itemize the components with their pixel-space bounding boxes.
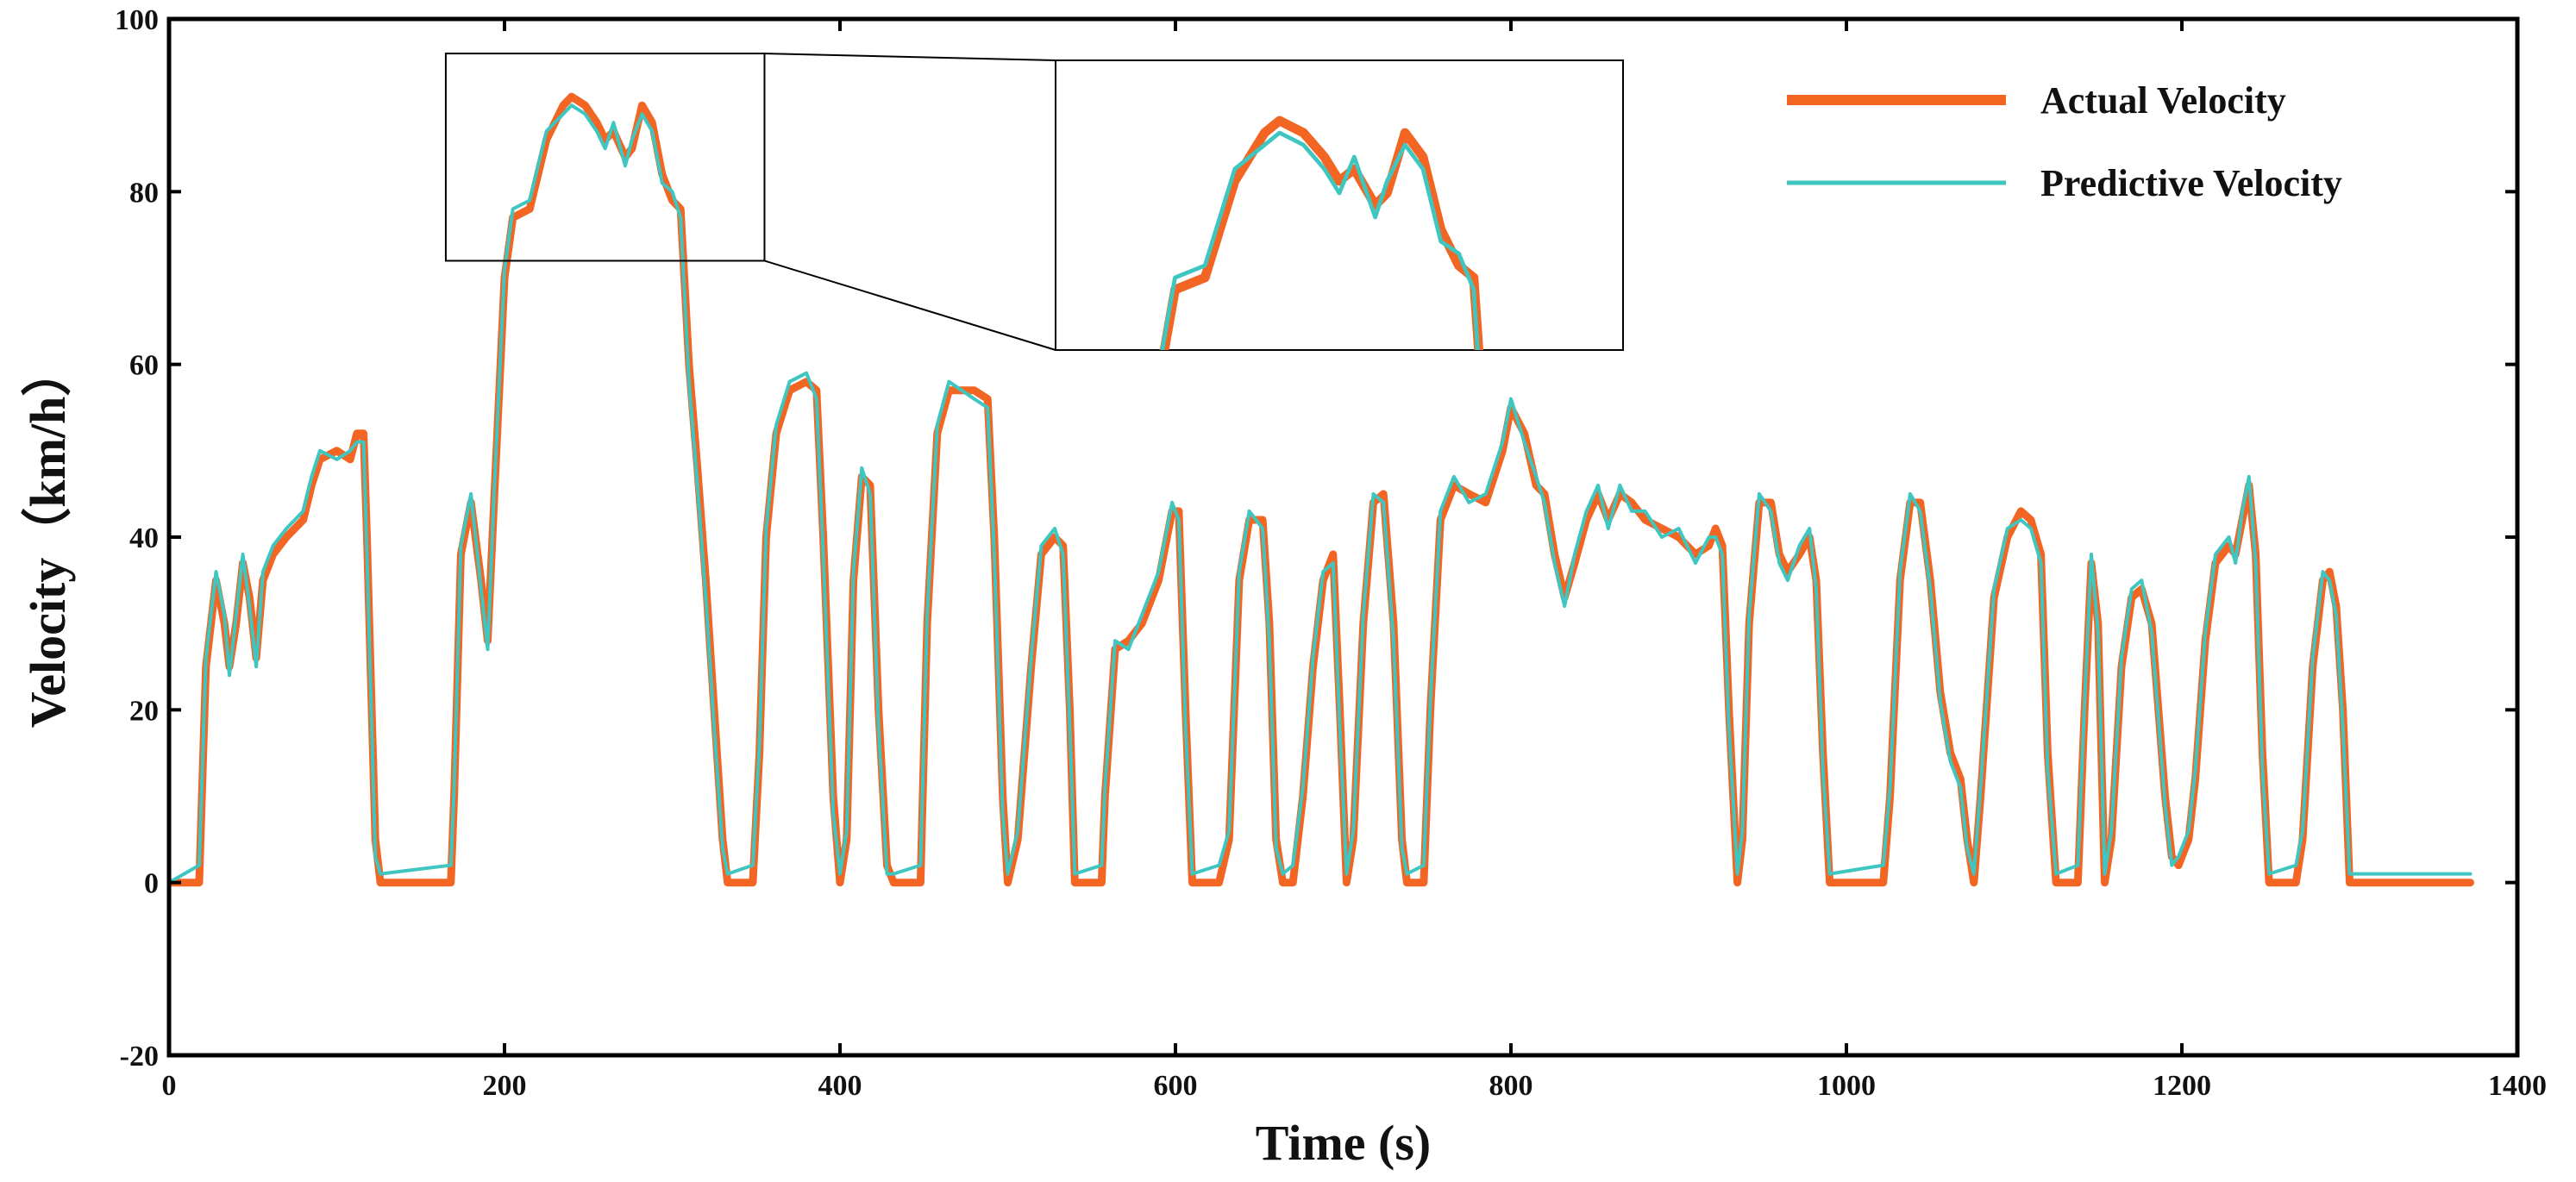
zoom-source-box — [444, 53, 766, 262]
zoom-inset-series — [1159, 116, 1484, 350]
y-axis-title: Velocity（km/h） — [20, 347, 76, 729]
y-tick-label: 0 — [144, 868, 159, 900]
x-tick-label: 1400 — [2488, 1070, 2547, 1102]
x-tick-label: 1000 — [1817, 1070, 1876, 1102]
legend: Actual Velocity Predictive Velocity — [1787, 79, 2342, 204]
y-tick-label: 40 — [129, 522, 159, 554]
legend-label-predictive: Predictive Velocity — [2040, 162, 2342, 204]
y-tick-label: 20 — [129, 695, 159, 727]
zoom-layer — [444, 53, 1624, 351]
series-layer — [169, 92, 2474, 887]
x-tick-label: 800 — [1489, 1070, 1533, 1102]
axes-layer: 0 200 400 600 800 1000 1200 1400-20020406080100… — [20, 4, 2547, 1171]
y-tick-label: -20 — [120, 1041, 159, 1073]
zoom-inset-box — [1055, 59, 1624, 351]
inset-series-line-predictive — [1160, 130, 1480, 350]
legend-label-actual: Actual Velocity — [2040, 79, 2286, 122]
x-tick-label: 0 — [162, 1070, 177, 1102]
series-line-predictive — [169, 103, 2473, 885]
zoom-connector-bottom — [764, 260, 1056, 351]
y-tick-label: 80 — [129, 177, 159, 209]
zoom-connector-top — [764, 53, 1056, 61]
x-axis-title: Time (s) — [1256, 1115, 1432, 1171]
x-tick-label: 200 — [483, 1070, 527, 1102]
y-tick-label: 60 — [129, 350, 159, 382]
x-tick-label: 600 — [1154, 1070, 1198, 1102]
inset-series-line-actual — [1159, 116, 1484, 350]
y-tick-label: 100 — [115, 4, 159, 36]
x-tick-label: 400 — [818, 1070, 862, 1102]
x-tick-label: 1200 — [2153, 1070, 2211, 1102]
